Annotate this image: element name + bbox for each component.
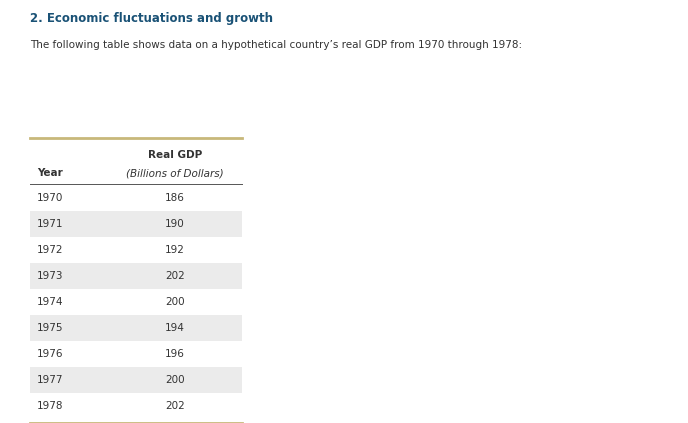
- Text: 2. Economic fluctuations and growth: 2. Economic fluctuations and growth: [30, 12, 273, 25]
- Text: 200: 200: [165, 297, 185, 307]
- Text: 200: 200: [165, 375, 185, 385]
- Text: 192: 192: [165, 245, 185, 255]
- Bar: [30, 211, 242, 237]
- Text: The following table shows data on a hypothetical country’s real GDP from 1970 th: The following table shows data on a hypo…: [30, 40, 522, 50]
- Text: 1971: 1971: [36, 219, 63, 229]
- Text: 194: 194: [165, 323, 185, 333]
- Text: 196: 196: [165, 349, 185, 359]
- Text: Real GDP: Real GDP: [148, 150, 202, 160]
- Text: 1975: 1975: [36, 323, 63, 333]
- Text: 1970: 1970: [37, 193, 63, 203]
- Bar: [30, 263, 242, 289]
- Text: 202: 202: [165, 271, 185, 281]
- Text: 1978: 1978: [36, 401, 63, 411]
- Text: 1976: 1976: [36, 349, 63, 359]
- Text: 186: 186: [165, 193, 185, 203]
- Text: 1974: 1974: [36, 297, 63, 307]
- Text: 1973: 1973: [36, 271, 63, 281]
- Text: 190: 190: [165, 219, 185, 229]
- Text: Year: Year: [37, 168, 63, 178]
- Bar: [30, 315, 242, 341]
- Text: 202: 202: [165, 401, 185, 411]
- Text: 1977: 1977: [36, 375, 63, 385]
- Text: 1972: 1972: [36, 245, 63, 255]
- Bar: [30, 367, 242, 393]
- Text: (Billions of Dollars): (Billions of Dollars): [126, 168, 224, 178]
